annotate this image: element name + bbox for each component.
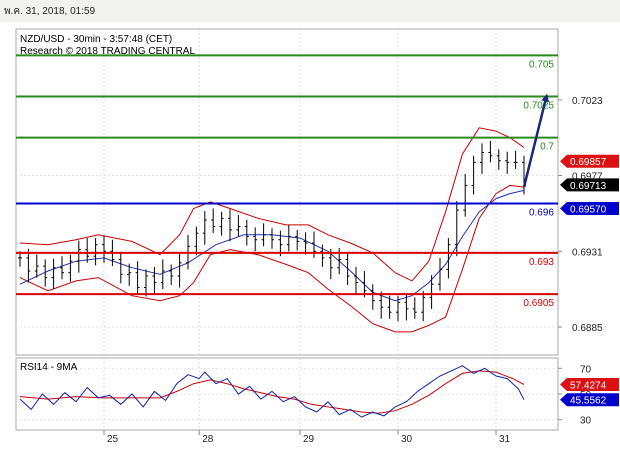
level-label: 0.705 [529,59,554,70]
price-panel [15,28,559,356]
grid-layer [16,29,558,430]
level-label: 0.7 [540,142,554,153]
rsi-series [19,365,525,418]
level-label: 0.6905 [523,298,554,309]
x-tick-label: 28 [202,434,214,445]
timestamp: พ.ค. 31, 2018, 01:59 [4,6,96,17]
level-label: 0.696 [529,208,554,219]
rsi-tag [560,393,619,407]
chart-title: NZD/USD - 30min - 3:57:48 (CET) [20,34,172,45]
x-tick-label: 31 [499,434,511,445]
price-tag-label: 0.69713 [570,181,607,192]
bollinger-upper-line [19,127,525,282]
moving-average-line [19,189,525,302]
x-tick-label: 29 [303,434,315,445]
bollinger-lower-line [19,184,525,333]
rsi-line [19,365,525,418]
price-tag [560,178,619,192]
x-tick-label: 30 [401,434,413,445]
rsi-tag-label: 45.5562 [570,396,607,407]
price-tick-label: 0.6885 [572,323,603,334]
price-tag [560,154,619,168]
price-tick-label: 0.6977 [572,172,603,183]
x-tick-label: 25 [107,434,119,445]
timestamp-bar: พ.ค. 31, 2018, 01:59 [0,0,620,22]
level-label: 0.7025 [523,101,554,112]
bollinger-bands [19,127,525,333]
level-label: 0.693 [529,257,554,268]
forecast-arrow [522,93,550,188]
rsi-tick-label: 30 [580,416,592,427]
rsi-tag [560,377,619,391]
rsi-panel [15,357,559,431]
rsi-title: RSI14 - 9MA [20,362,78,373]
price-tag-label: 0.69570 [570,204,607,215]
chart-subtitle: Research © 2018 TRADING CENTRAL [20,46,195,57]
price-tag [560,201,619,215]
rsi-tick-label: 70 [580,364,592,375]
rsi-tag-label: 57.4274 [570,380,607,391]
support-resistance-levels: 0.705 0.7025 0.7 0.696 0.693 0.6905 [16,54,558,309]
price-axis: 25 28 29 30 31 0.7023 0.6977 0.6931 0.6885 0.6985… [103,96,619,445]
rsi-ma-line [19,370,525,414]
price-tag-label: 0.69857 [570,157,607,168]
forecast-arrow-line [522,93,550,188]
price-tick-label: 0.6931 [572,247,603,258]
price-tick-label: 0.7023 [572,96,603,107]
chart-area: 0.705 0.7025 0.7 0.696 0.693 0.6905 25 28 29 30 3… [15,28,619,445]
